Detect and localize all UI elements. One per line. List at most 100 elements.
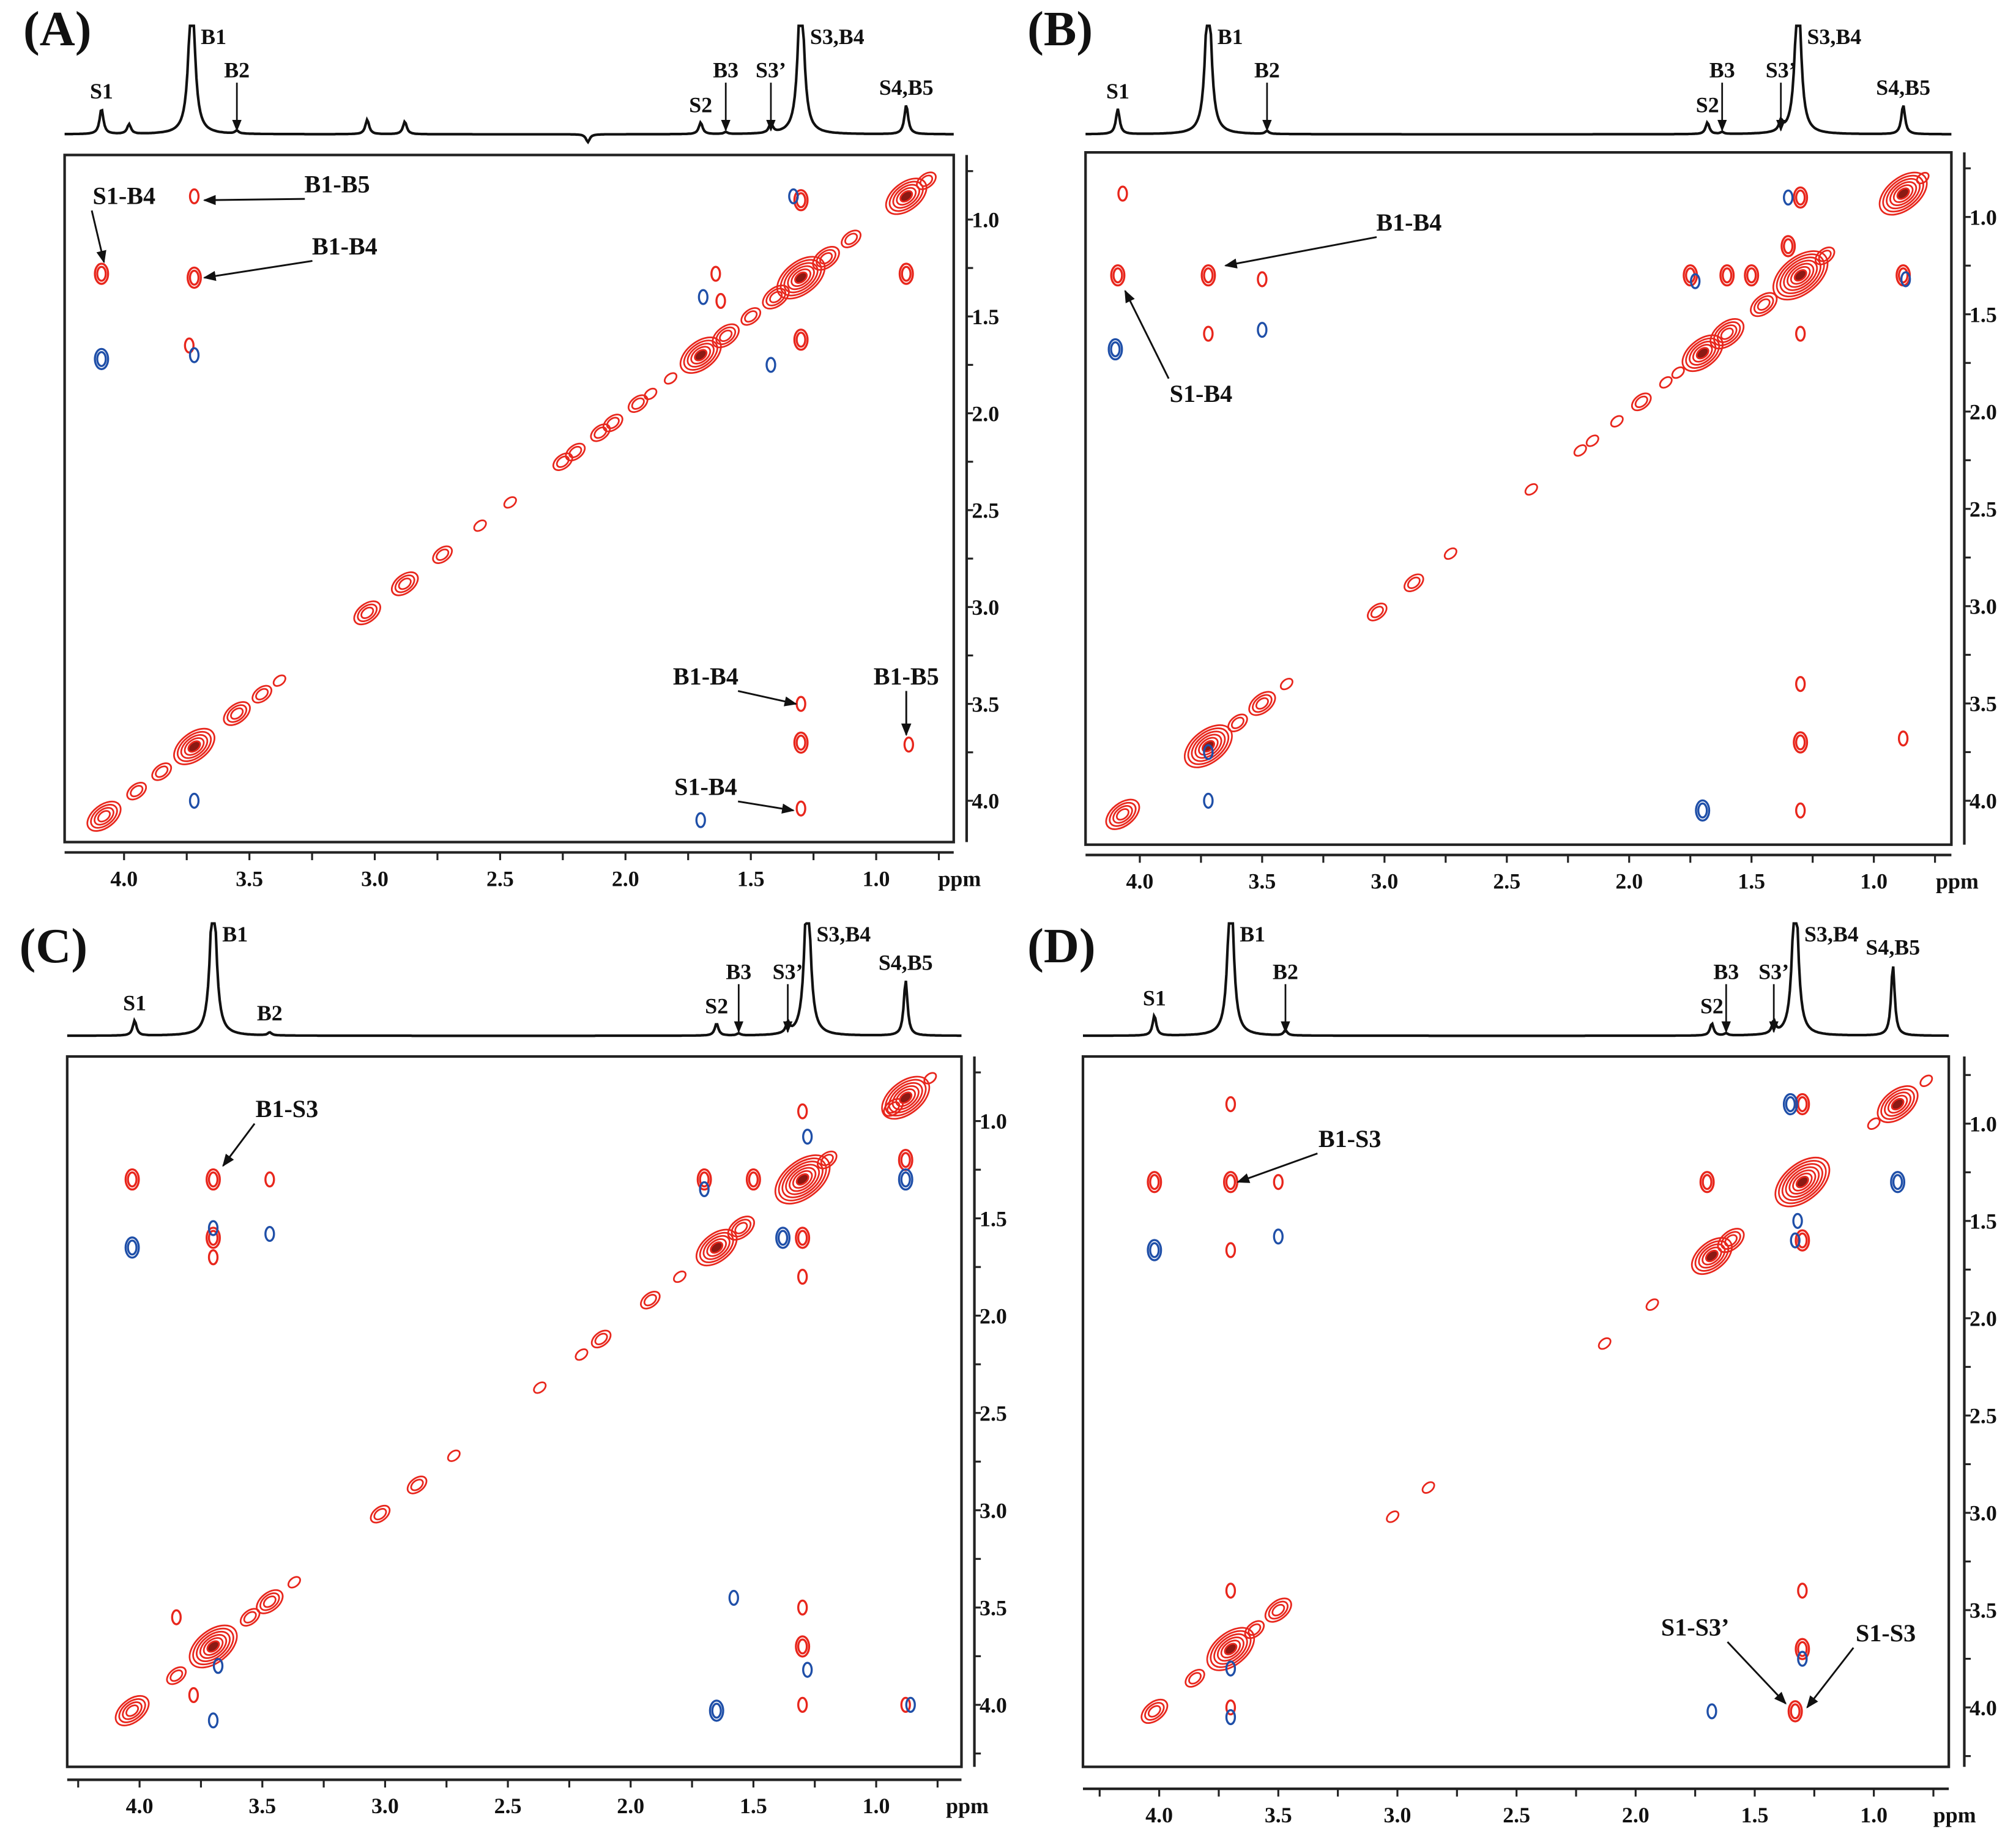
diagonal-peak xyxy=(1772,250,1829,301)
negative-cross-peak xyxy=(898,1168,913,1191)
diagonal-peak xyxy=(1671,366,1685,379)
peak-label: S3’ xyxy=(773,959,803,984)
diagonal-peak xyxy=(1268,1600,1289,1620)
diagonal-peak xyxy=(702,1234,731,1260)
positive-cross-peak xyxy=(1795,189,1806,206)
positive-cross-peak xyxy=(96,265,107,282)
y-tick-label: 3.5 xyxy=(980,1595,1007,1620)
x-tick-label: 2.5 xyxy=(1493,869,1520,894)
cross-peak-annotation: B1-B5 xyxy=(874,663,939,690)
annotation-arrow xyxy=(1224,236,1377,269)
diagonal-peak xyxy=(180,734,209,759)
positive-cross-peak xyxy=(898,262,914,285)
y-tick-label: 1.5 xyxy=(1970,1209,1997,1234)
y-axis: 1.0 1.5 2.0 2.5 3.0 3.5 4.0 xyxy=(965,155,999,842)
y-tick-label: 4.0 xyxy=(980,1693,1007,1718)
diagonal-peak xyxy=(1720,1231,1741,1250)
diagonal-peak xyxy=(126,781,147,801)
negative-cross-peak xyxy=(1203,744,1214,760)
peak-label: B1 xyxy=(1240,922,1265,946)
diagonal-peak xyxy=(594,1332,608,1345)
positive-cross-peak xyxy=(207,1230,219,1246)
diagonal-peak xyxy=(731,1219,752,1238)
diagonal-peak xyxy=(1788,1169,1817,1195)
negative-cross-peak xyxy=(1225,1660,1237,1677)
diagonal-peak xyxy=(239,1608,261,1627)
diagonal-peak xyxy=(712,323,740,349)
x-tick-label: 1.5 xyxy=(740,1794,767,1818)
diagonal-peak xyxy=(740,307,762,326)
x-tick-label: 3.0 xyxy=(1371,869,1398,894)
positive-cross-peak xyxy=(795,696,806,712)
x-tick-label: 3.5 xyxy=(1265,1803,1292,1827)
diagonal-peak xyxy=(816,1150,838,1170)
diagonal-peak xyxy=(447,1449,461,1462)
diagonal-peak xyxy=(184,737,205,756)
diagonal-peak xyxy=(155,765,169,778)
1d-trace xyxy=(64,24,954,145)
negative-cross-peak xyxy=(1892,1174,1903,1190)
negative-cross-peak xyxy=(900,1171,911,1188)
diagonal-peak xyxy=(398,577,412,590)
diagonal-peak xyxy=(715,326,737,346)
y-tick-label: 2.0 xyxy=(1970,1307,1997,1331)
positive-cross-peak xyxy=(1702,1174,1713,1190)
diagonal-peak xyxy=(1220,1639,1241,1659)
diagonal-peak xyxy=(1230,716,1244,729)
diagonal-peak xyxy=(1610,415,1624,428)
positive-cross-peak xyxy=(206,1168,221,1191)
positive-cross-peak xyxy=(1273,1174,1284,1190)
positive-cross-peak xyxy=(1787,1700,1803,1723)
positive-cross-peak xyxy=(1112,267,1123,284)
cross-peak-annotation: B1-B5 xyxy=(305,171,370,198)
positive-cross-peak xyxy=(264,1171,275,1188)
diagonal-peak xyxy=(262,1595,277,1608)
y-tick-label: 1.0 xyxy=(1970,1112,1997,1136)
positive-cross-peak xyxy=(1797,1232,1808,1249)
plot-frame xyxy=(1081,1055,1951,1769)
y-tick-label: 3.0 xyxy=(980,1498,1007,1523)
cross-peak-annotation: S1-S3 xyxy=(1856,1619,1916,1647)
positive-cross-peak xyxy=(1117,185,1128,202)
diagonal-peak xyxy=(785,1164,820,1195)
positive-cross-peak xyxy=(1200,264,1216,287)
peak-label: B2 xyxy=(257,1001,283,1025)
diagonal-peak xyxy=(272,674,286,687)
y-tick-label: 2.0 xyxy=(1970,399,1997,424)
diagonal-peak xyxy=(1685,337,1720,369)
x-tick-label: 4.0 xyxy=(126,1794,154,1818)
diagonal-peak xyxy=(719,329,733,342)
positive-cross-peak xyxy=(1722,267,1733,284)
diagonal-peak xyxy=(640,1290,661,1310)
diagonal-peak xyxy=(1779,256,1821,294)
annotation-arrow xyxy=(737,800,795,814)
positive-cross-peak xyxy=(710,265,721,282)
diagonal-peak xyxy=(230,707,244,720)
diagonal-peak xyxy=(686,343,715,368)
diagonal-peak xyxy=(899,1091,913,1104)
diagonal-peak xyxy=(1386,1510,1400,1523)
x-tick-label: 2.5 xyxy=(486,866,514,891)
positive-cross-peak xyxy=(188,1687,199,1704)
positive-cross-peak xyxy=(1795,325,1806,342)
diagonal-peak xyxy=(790,268,812,288)
positive-cross-peak xyxy=(1719,264,1735,287)
diagonal-peak xyxy=(606,417,620,429)
diagonal-peak xyxy=(1720,327,1734,340)
diagonal-peak xyxy=(187,740,201,753)
cross-peak-annotation: S1-B4 xyxy=(92,182,155,210)
peak-label: S2 xyxy=(1696,93,1719,117)
diagonal-peak xyxy=(590,1329,612,1349)
peak-label: S3,B4 xyxy=(1804,922,1859,946)
y-tick-label: 1.5 xyxy=(1970,302,1997,327)
diagonal-peak xyxy=(1757,298,1771,311)
cross-peak-annotation: S1-B4 xyxy=(1170,380,1233,407)
positive-cross-peak xyxy=(1795,1229,1810,1252)
diagonal-peak xyxy=(1891,1097,1905,1111)
diagonal-peak xyxy=(176,730,212,762)
peak-label: B3 xyxy=(1713,959,1739,984)
panel-b: (B) S1 B1 B2 S2 B3 S3’ S3,B4 S4,B5 B1-B4 S1-B4 4.0 3… xyxy=(1027,2,1997,894)
contours xyxy=(114,1072,937,1729)
